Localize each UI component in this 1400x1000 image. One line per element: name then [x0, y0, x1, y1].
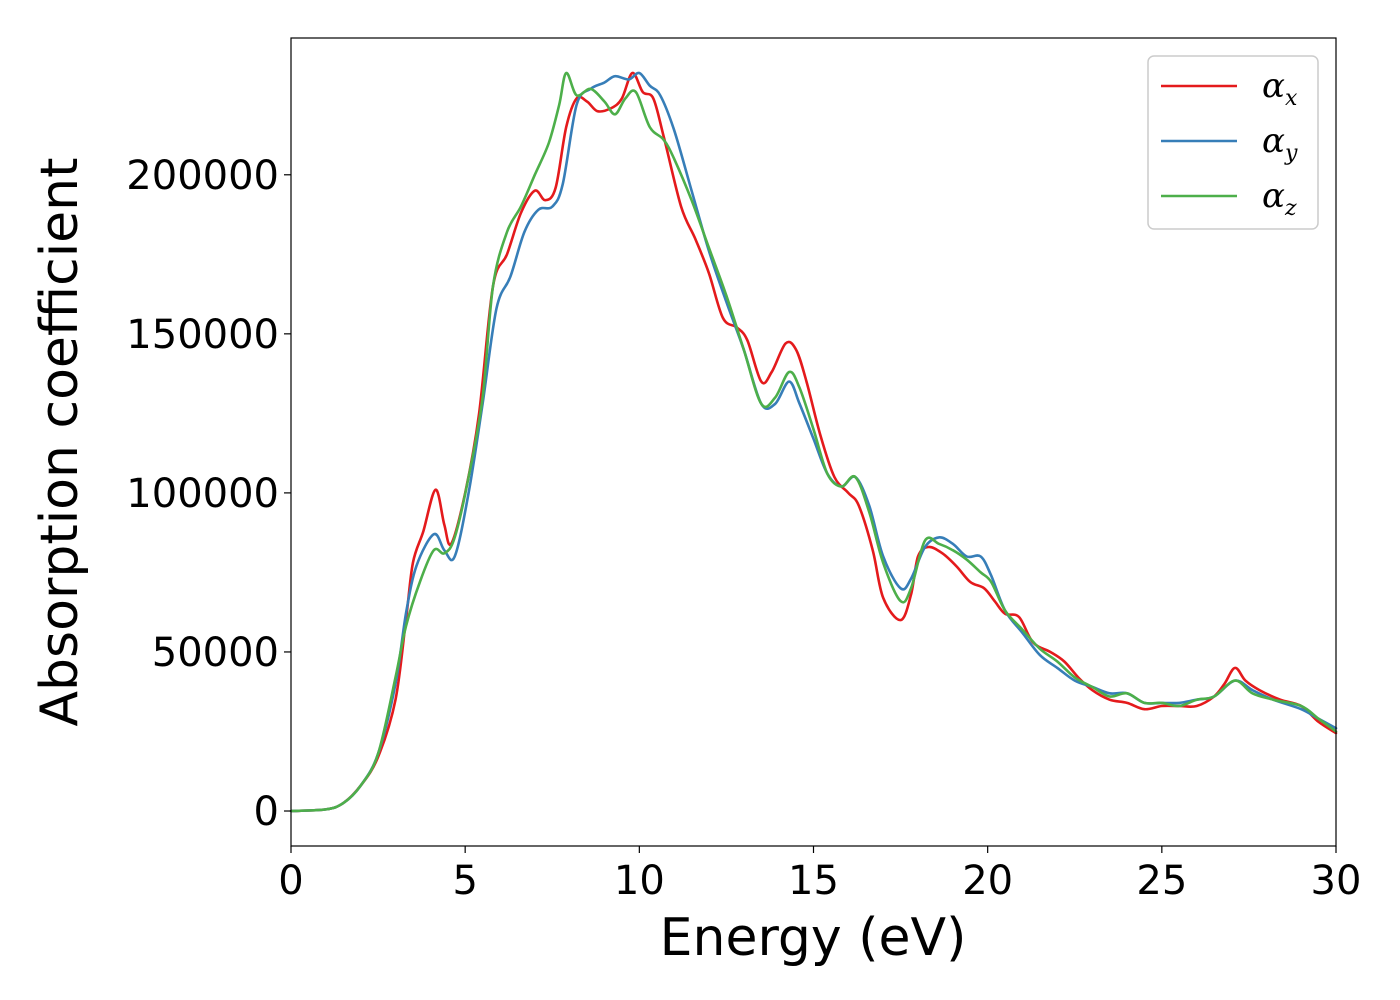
series-layer	[289, 71, 1338, 813]
x-tick-label: 15	[788, 858, 839, 904]
y-tick-label: 150000	[126, 312, 279, 358]
series-line-z	[289, 71, 1338, 813]
legend-label-y: αy	[1262, 121, 1298, 166]
y-axis-ticks: 0 50000 100000 150000 200000	[126, 153, 291, 835]
legend-label-x: αx	[1262, 66, 1298, 111]
y-tick-label: 0	[254, 789, 279, 835]
x-tick-label: 30	[1311, 858, 1362, 904]
y-tick-label: 50000	[152, 630, 279, 676]
x-tick-label: 25	[1136, 858, 1187, 904]
x-tick-label: 0	[278, 858, 303, 904]
y-axis-label: Absorption coefficient	[30, 157, 90, 726]
x-axis-label: Energy (eV)	[660, 908, 967, 968]
x-axis-ticks: 0 5 10 15 20 25 30	[278, 846, 1361, 904]
y-tick-label: 200000	[126, 153, 279, 199]
legend-label-z: αz	[1262, 176, 1297, 221]
series-line-y	[289, 71, 1338, 813]
x-tick-label: 10	[614, 858, 665, 904]
y-tick-label: 100000	[126, 471, 279, 517]
legend-box	[1147, 55, 1319, 230]
legend: αx αy αz	[1147, 55, 1319, 230]
x-tick-label: 5	[452, 858, 477, 904]
x-tick-label: 20	[962, 858, 1013, 904]
